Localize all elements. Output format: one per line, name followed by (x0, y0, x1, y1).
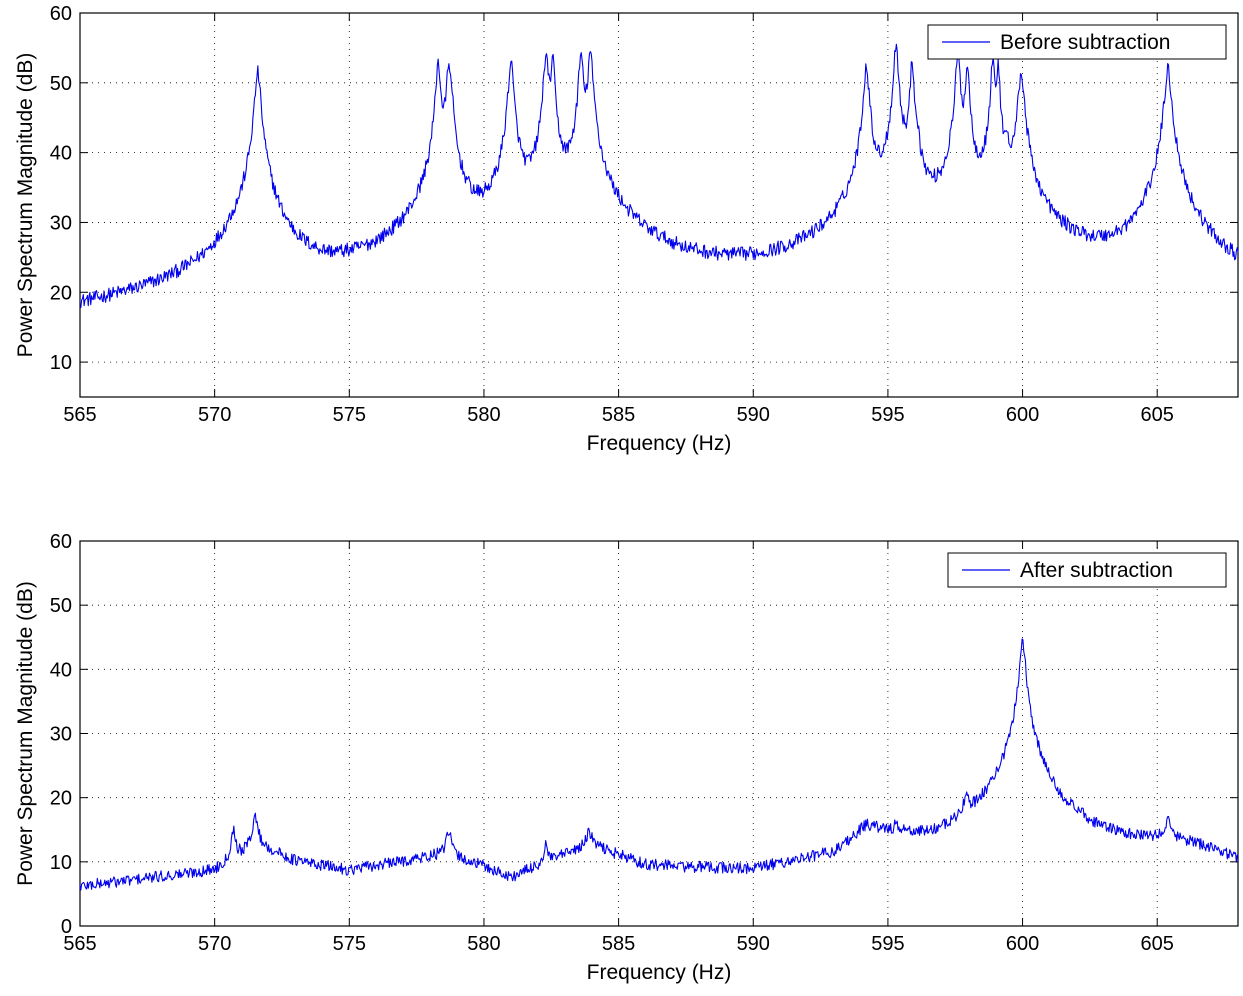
x-tick-label: 585 (602, 404, 635, 426)
x-tick-label: 565 (63, 933, 96, 955)
x-tick-label: 605 (1141, 404, 1174, 426)
x-tick-label: 580 (467, 933, 500, 955)
y-tick-label: 20 (50, 788, 72, 810)
y-tick-label: 40 (50, 659, 72, 681)
y-axis-label: Power Spectrum Magnitude (dB) (14, 53, 37, 358)
x-tick-label: 590 (737, 404, 770, 426)
x-tick-label: 570 (198, 933, 231, 955)
panel-after-subtraction: 565 570 575 580 585 590 595 600 605 0 10 20 30 40 50 60… (14, 531, 1239, 984)
x-tick-label: 605 (1141, 933, 1174, 955)
y-tick-label: 0 (61, 916, 72, 938)
x-tick-label: 575 (333, 933, 366, 955)
x-tick-label: 600 (1006, 404, 1039, 426)
x-tick-label: 570 (198, 404, 231, 426)
x-tick-label: 595 (871, 404, 904, 426)
plot-area (79, 12, 1239, 398)
x-tick-label: 600 (1006, 933, 1039, 955)
y-tick-label: 50 (50, 595, 72, 617)
x-tick-label: 585 (602, 933, 635, 955)
y-axis-label: Power Spectrum Magnitude (dB) (14, 581, 37, 886)
y-tick-label: 50 (50, 73, 72, 95)
x-tick-label: 565 (63, 404, 96, 426)
legend-label: After subtraction (1020, 559, 1173, 582)
y-tick-label: 10 (50, 352, 72, 374)
series-line (79, 638, 1239, 891)
x-tick-label: 575 (333, 404, 366, 426)
series-line (79, 43, 1239, 309)
y-tick-label: 40 (50, 143, 72, 165)
y-tick-label: 60 (50, 3, 72, 25)
y-tick-label: 60 (50, 531, 72, 553)
panel-before-subtraction: 565 570 575 580 585 590 595 600 605 10 20 30 40 50 60 F… (14, 3, 1239, 455)
legend-label: Before subtraction (1000, 31, 1170, 54)
x-tick-label: 580 (467, 404, 500, 426)
legend-box (927, 24, 1227, 60)
x-axis-label: Frequency (Hz) (587, 432, 732, 455)
x-axis-label: Frequency (Hz) (587, 961, 732, 984)
x-tick-label: 595 (871, 933, 904, 955)
y-tick-label: 30 (50, 212, 72, 234)
y-tick-label: 30 (50, 724, 72, 746)
y-tick-label: 10 (50, 852, 72, 874)
x-tick-label: 590 (737, 933, 770, 955)
y-tick-label: 20 (50, 282, 72, 304)
